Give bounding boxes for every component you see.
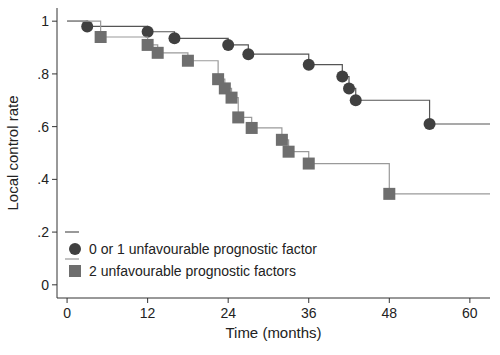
x-tick xyxy=(228,298,229,303)
censor-marker xyxy=(222,39,234,51)
x-tick xyxy=(469,298,470,303)
y-tick-label: .8 xyxy=(37,66,49,82)
censor-marker xyxy=(276,134,288,146)
censor-marker xyxy=(303,59,315,71)
legend-line xyxy=(65,231,79,232)
y-tick xyxy=(52,73,57,74)
censor-marker xyxy=(303,158,315,170)
plot-area xyxy=(67,20,490,199)
x-tick-label: 12 xyxy=(140,305,156,321)
censor-marker xyxy=(336,71,348,83)
x-tick xyxy=(389,298,390,303)
censor-marker xyxy=(95,31,107,43)
y-tick-label: .4 xyxy=(37,171,49,187)
censor-marker xyxy=(182,55,194,67)
legend-label: 0 or 1 unfavourable prognostic factor xyxy=(89,241,317,257)
x-tick xyxy=(147,298,148,303)
censor-marker xyxy=(226,92,238,104)
y-tick-label: .2 xyxy=(37,224,49,240)
legend: 0 or 1 unfavourable prognostic factor 2 u… xyxy=(65,232,317,279)
censor-marker xyxy=(232,111,244,123)
censor-marker xyxy=(343,82,355,94)
censor-marker xyxy=(81,20,93,32)
x-tick-label: 0 xyxy=(63,305,71,321)
x-tick-label: 48 xyxy=(382,305,398,321)
km-curve xyxy=(67,21,490,194)
legend-line xyxy=(65,258,79,259)
censor-marker xyxy=(142,26,154,38)
y-tick xyxy=(52,232,57,233)
x-tick-label: 36 xyxy=(301,305,317,321)
censor-marker xyxy=(350,94,362,106)
x-tick xyxy=(67,298,68,303)
y-tick-label: 1 xyxy=(41,13,49,29)
y-tick-label: .6 xyxy=(37,119,49,135)
censor-marker xyxy=(383,188,395,200)
legend-marker xyxy=(69,243,81,255)
y-tick-label: 0 xyxy=(41,277,49,293)
y-tick xyxy=(52,284,57,285)
censor-marker xyxy=(168,32,180,44)
y-axis-title: Local control rate xyxy=(4,95,21,210)
censor-marker xyxy=(242,48,254,60)
y-tick xyxy=(52,21,57,22)
x-tick-label: 60 xyxy=(462,305,478,321)
chart: 0 .2 .4 .6 .8 1 0 12 24 36 48 60 Time (months) Local … xyxy=(0,0,500,355)
censor-marker xyxy=(152,47,164,59)
legend-marker xyxy=(69,265,81,277)
censor-marker xyxy=(424,118,436,130)
legend-label: 2 unfavourable prognostic factors xyxy=(89,263,296,279)
censor-marker xyxy=(246,122,258,134)
y-tick xyxy=(52,179,57,180)
x-tick-label: 24 xyxy=(220,305,236,321)
y-axis-line xyxy=(57,8,58,298)
x-tick xyxy=(308,298,309,303)
y-tick xyxy=(52,126,57,127)
x-axis-title: Time (months) xyxy=(225,324,321,341)
censor-marker xyxy=(283,146,295,158)
x-axis-line xyxy=(57,298,490,299)
